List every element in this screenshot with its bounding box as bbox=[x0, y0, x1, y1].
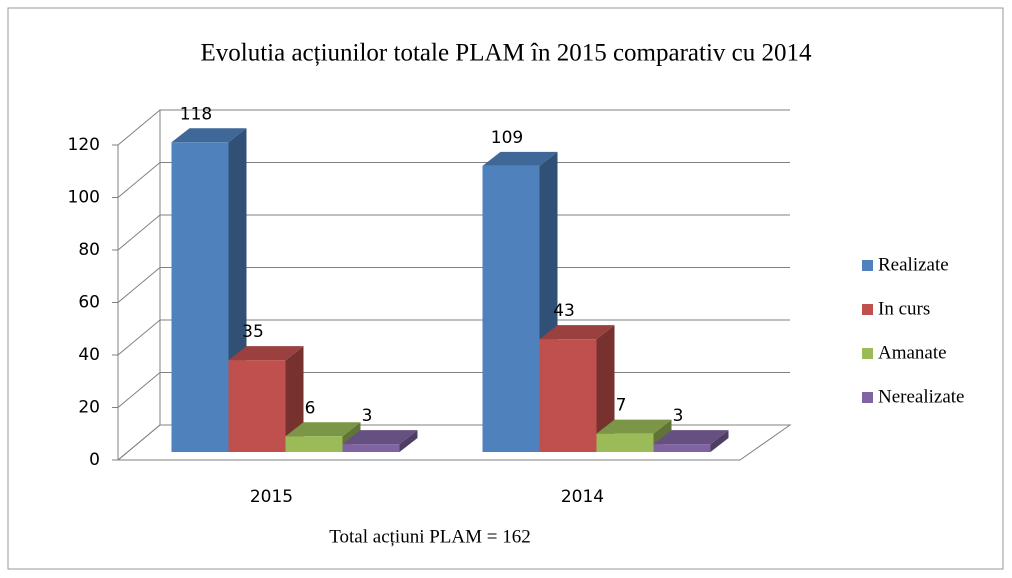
y-tick-label: 60 bbox=[78, 293, 100, 313]
bar bbox=[228, 360, 286, 452]
bar bbox=[482, 165, 540, 452]
bar-top bbox=[596, 419, 672, 434]
y-tick-label: 80 bbox=[78, 240, 100, 260]
bar bbox=[171, 142, 229, 452]
data-label: 109 bbox=[491, 128, 523, 148]
y-tick-label: 120 bbox=[68, 135, 100, 155]
grid-line bbox=[117, 319, 790, 356]
bar bbox=[653, 444, 711, 452]
grid-line bbox=[117, 267, 790, 303]
data-label: 3 bbox=[362, 406, 373, 426]
legend-swatch bbox=[862, 392, 873, 403]
bar bbox=[342, 444, 400, 452]
data-label: 7 bbox=[616, 396, 627, 416]
bar-top bbox=[171, 128, 247, 143]
x-tick-label: 2015 bbox=[250, 487, 293, 507]
bar-top bbox=[342, 430, 418, 445]
data-label: 3 bbox=[673, 406, 684, 426]
bar-side bbox=[285, 346, 304, 452]
bar-side bbox=[710, 430, 729, 452]
grid-line bbox=[117, 162, 790, 198]
legend-label: Realizate bbox=[878, 254, 949, 275]
y-tick-label: 20 bbox=[78, 398, 100, 418]
legend-swatch bbox=[862, 260, 873, 271]
bar-top bbox=[482, 151, 558, 166]
chart-title: Evolutia acțiunilor totale PLAM în 2015 … bbox=[201, 40, 812, 67]
y-tick-label: 0 bbox=[89, 450, 100, 470]
bar bbox=[539, 339, 597, 452]
bar bbox=[285, 436, 343, 452]
y-tick-label: 100 bbox=[68, 188, 100, 208]
grid-line bbox=[117, 109, 790, 146]
legend-swatch bbox=[862, 304, 873, 315]
legend-label: Amanate bbox=[878, 342, 947, 363]
bar-side bbox=[596, 325, 615, 452]
bar-top bbox=[285, 422, 361, 437]
bar bbox=[596, 433, 654, 452]
y-tick-label: 40 bbox=[78, 345, 100, 365]
data-label: 6 bbox=[305, 398, 316, 418]
grid-line bbox=[117, 214, 790, 251]
data-label: 118 bbox=[180, 104, 212, 124]
x-tick-label: 2014 bbox=[561, 487, 604, 507]
legend-label: In curs bbox=[878, 298, 930, 319]
bar-top bbox=[228, 346, 304, 361]
data-label: 35 bbox=[242, 322, 264, 342]
bar-side bbox=[399, 430, 418, 452]
x-axis-label: Total acțiuni PLAM = 162 bbox=[329, 526, 530, 547]
bar-top bbox=[539, 325, 615, 340]
data-label: 43 bbox=[553, 301, 575, 321]
legend-swatch bbox=[862, 348, 873, 359]
bar-top bbox=[653, 430, 729, 445]
legend-label: Nerealizate bbox=[878, 386, 964, 407]
